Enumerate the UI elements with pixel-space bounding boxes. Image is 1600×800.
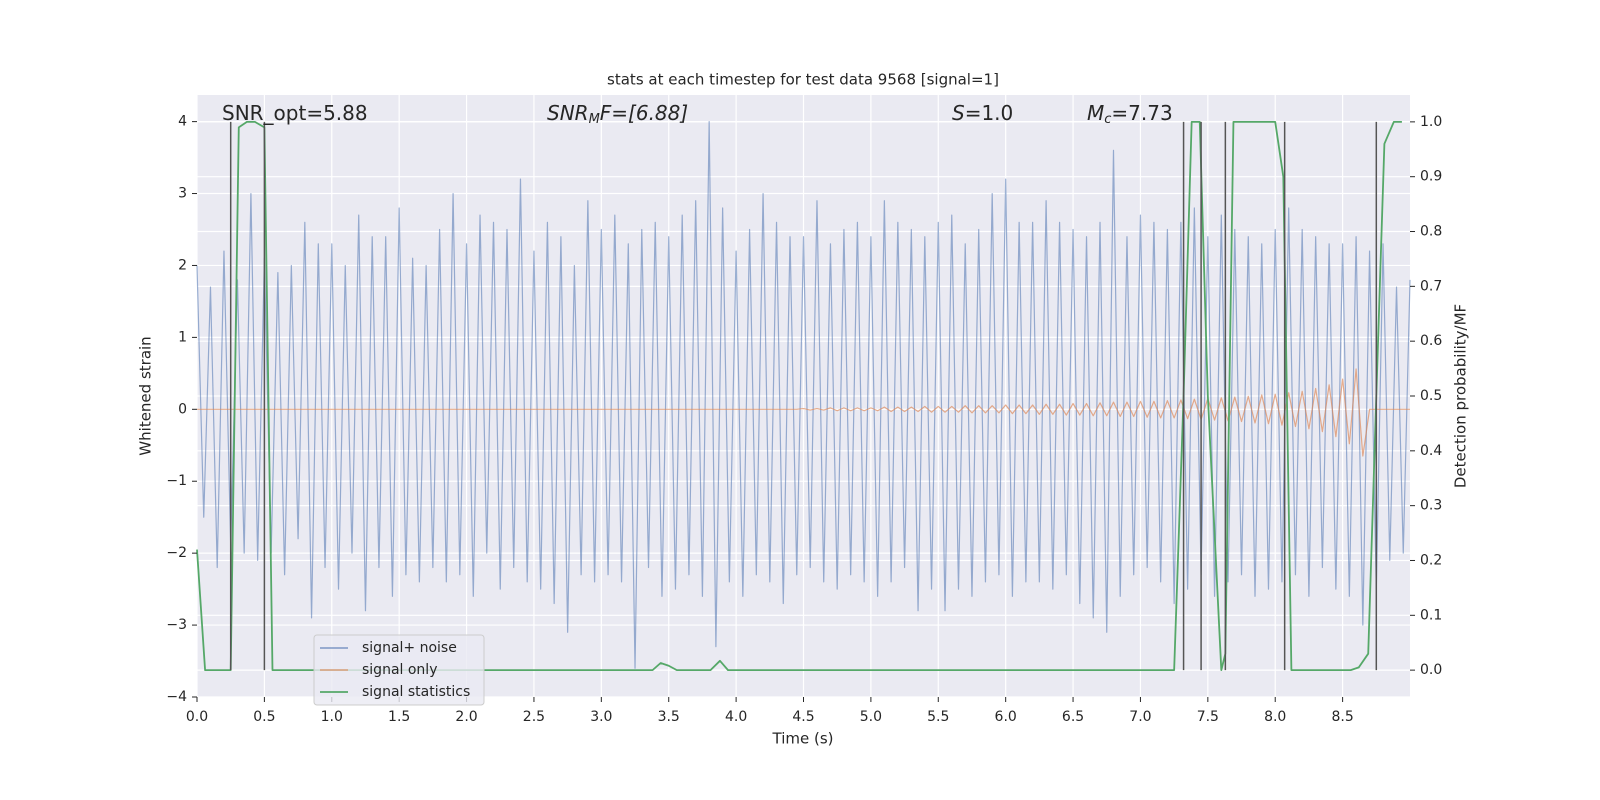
annotation: SNRMF=[6.88]	[547, 101, 688, 127]
y-tick-label: 0	[178, 401, 187, 417]
annotation: SNR_opt=5.88	[222, 101, 368, 125]
legend: signal+ noise signal only signal statistic…	[313, 634, 485, 706]
y-tick-label: 3	[178, 186, 187, 202]
x-tick-label: 0.0	[186, 709, 208, 725]
x-tick-label: 3.5	[658, 709, 680, 725]
annotation-text: S	[952, 101, 965, 125]
y-tick-label: −1	[166, 473, 187, 489]
x-tick-label: 2.5	[523, 709, 545, 725]
y2-tick-label: 0.6	[1420, 333, 1442, 349]
y2-tick-label: 0.1	[1420, 607, 1442, 623]
y2-tick-label: 0.8	[1420, 224, 1442, 240]
x-tick-label: 6.5	[1062, 709, 1084, 725]
plot-lines	[196, 120, 1411, 672]
y-tick-label: −4	[166, 689, 187, 705]
x-tick-label: 5.5	[927, 709, 949, 725]
annotation-text: =1.0	[965, 101, 1014, 125]
y2-tick-label: 0.2	[1420, 552, 1442, 568]
y-tick-label: −2	[166, 545, 187, 561]
y-axis-label: Whitened strain	[137, 336, 155, 455]
x-axis-label: Time (s)	[772, 730, 834, 748]
y2-tick-label: 0.4	[1420, 443, 1442, 459]
x-tick-label: 8.0	[1264, 709, 1286, 725]
annotation: S=1.0	[952, 101, 1013, 125]
x-tick-label: 4.0	[725, 709, 747, 725]
x-tick-label: 1.5	[388, 709, 410, 725]
annotation-sub: c	[1104, 112, 1111, 127]
chart-title: stats at each timestep for test data 956…	[607, 71, 999, 89]
y-tick-label: −3	[166, 617, 187, 633]
legend-label: signal statistics	[362, 684, 470, 700]
annotation-text: =7.73	[1111, 101, 1172, 125]
labels: 0.0 0.5 1.0 1.5 2.0 2.5 3.0 3.5 4.0 4.5 5.0 5.5 6.0 6…	[166, 114, 1442, 725]
x-tick-label: 1.0	[321, 709, 343, 725]
series-line	[196, 121, 1411, 669]
x-tick-label: 4.5	[792, 709, 814, 725]
y-tick-label: 1	[178, 329, 187, 345]
legend-label: signal only	[362, 662, 437, 678]
annotation-text: M	[1087, 101, 1104, 125]
annotation-sub: M	[589, 112, 600, 127]
annotation-text: SNR_opt=5.88	[222, 101, 368, 125]
annotation-text: SNR	[547, 101, 589, 125]
legend-box	[313, 634, 485, 706]
annotation-text: F=[6.88]	[600, 101, 688, 125]
x-tick-label: 0.5	[253, 709, 275, 725]
legend-label: signal+ noise	[362, 640, 457, 656]
annotation: Mc=7.73	[1087, 101, 1173, 127]
y2-axis-label: Detection probability/MF	[1452, 304, 1470, 488]
x-tick-label: 6.0	[995, 709, 1017, 725]
y2-tick-label: 0.0	[1420, 662, 1442, 678]
y2-tick-label: 0.5	[1420, 388, 1442, 404]
x-tick-label: 8.5	[1331, 709, 1353, 725]
y-tick-label: 4	[178, 114, 187, 130]
y2-tick-label: 0.9	[1420, 169, 1442, 185]
x-tick-label: 3.0	[590, 709, 612, 725]
x-tick-label: 2.0	[455, 709, 477, 725]
grid	[196, 95, 1410, 698]
y2-tick-label: 0.3	[1420, 498, 1442, 514]
y-tick-label: 2	[178, 257, 187, 273]
x-tick-label: 7.0	[1129, 709, 1151, 725]
x-tick-label: 7.5	[1197, 709, 1219, 725]
y2-tick-label: 1.0	[1420, 114, 1442, 130]
y2-tick-label: 0.7	[1420, 278, 1442, 294]
x-tick-label: 5.0	[860, 709, 882, 725]
